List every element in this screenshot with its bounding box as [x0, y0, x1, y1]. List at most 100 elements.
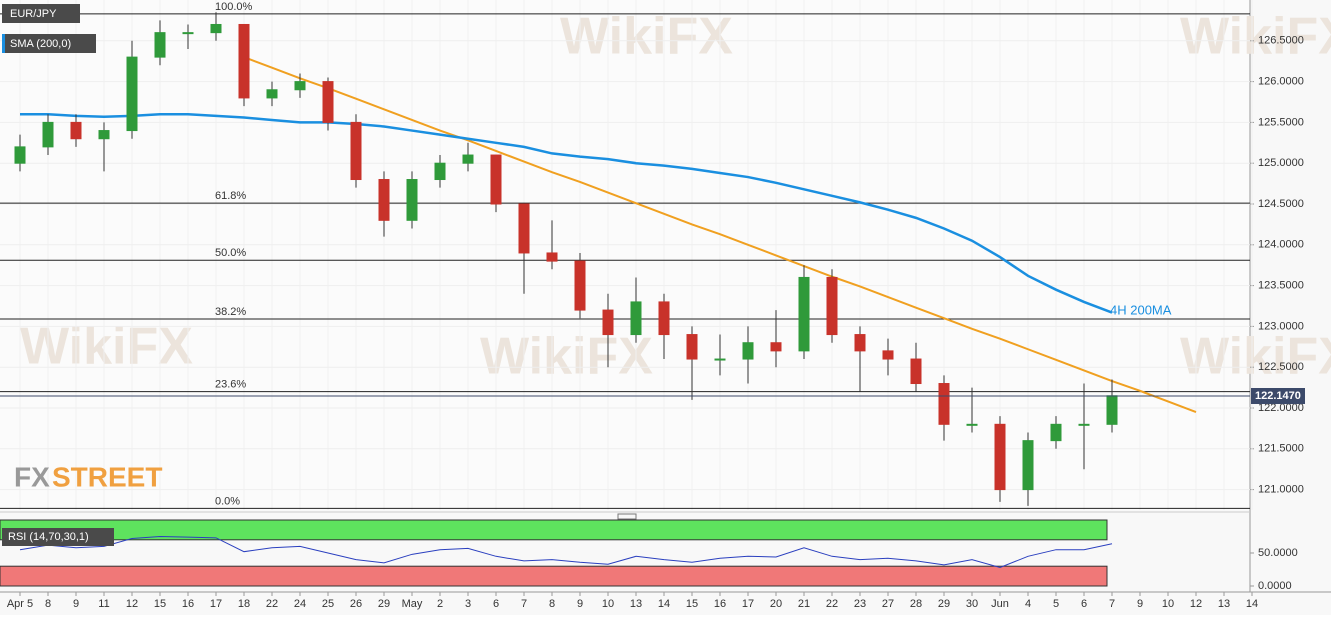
x-tick-label: 9	[577, 598, 583, 610]
candle-body	[266, 89, 278, 99]
candle-body	[546, 252, 558, 262]
candle-body	[126, 56, 138, 132]
sma-legend-box	[2, 34, 96, 53]
y-tick-label: 126.5000	[1258, 35, 1304, 47]
x-tick-label: 18	[238, 598, 250, 610]
x-tick-label: 22	[266, 598, 278, 610]
rsi-legend: RSI (14,70,30,1)	[8, 531, 89, 543]
candle-body	[994, 423, 1006, 491]
y-tick-label: 124.0000	[1258, 239, 1304, 251]
x-tick-label: 8	[45, 598, 51, 610]
y-tick-label: 122.0000	[1258, 402, 1304, 414]
fib-label: 100.0%	[215, 1, 253, 13]
candle-body	[938, 383, 950, 425]
rsi-tick-label: 0.0000	[1258, 580, 1292, 592]
x-tick-label: 13	[1218, 598, 1230, 610]
x-tick-label: 16	[182, 598, 194, 610]
x-tick-label: 21	[798, 598, 810, 610]
y-tick-label: 123.0000	[1258, 320, 1304, 332]
x-tick-label: 9	[1137, 598, 1143, 610]
candle-body	[154, 32, 166, 58]
x-tick-label: 6	[1081, 598, 1087, 610]
x-tick-label: 15	[686, 598, 698, 610]
fib-label: 23.6%	[215, 379, 246, 391]
fib-label: 0.0%	[215, 495, 240, 507]
candle-body	[882, 350, 894, 360]
chart-title: EUR/JPY	[10, 8, 57, 20]
x-tick-label: 29	[938, 598, 950, 610]
x-tick-label: 5	[1053, 598, 1059, 610]
candle-body	[1106, 395, 1118, 425]
x-tick-label: 4	[1025, 598, 1031, 610]
candle-body	[574, 260, 586, 311]
x-tick-label: 22	[826, 598, 838, 610]
x-tick-label: 20	[770, 598, 782, 610]
candle-body	[966, 423, 978, 426]
candle-body	[518, 203, 530, 254]
candle-body	[770, 342, 782, 352]
x-tick-label: 10	[602, 598, 614, 610]
y-tick-label: 122.5000	[1258, 361, 1304, 373]
rsi-legend-box	[2, 528, 114, 546]
rsi-line	[19, 535, 1113, 569]
y-tick-label: 123.5000	[1258, 280, 1304, 292]
x-tick-label: 29	[378, 598, 390, 610]
watermark: WikiFX	[1180, 8, 1331, 66]
rsi-tick-label: 50.0000	[1258, 547, 1298, 559]
candle-body	[406, 179, 418, 221]
candle-body	[854, 334, 866, 352]
candle-body	[826, 276, 838, 336]
candle-body	[182, 32, 194, 35]
x-tick-label: 23	[854, 598, 866, 610]
candle-body	[42, 121, 54, 148]
x-tick-label: 6	[493, 598, 499, 610]
brand-suffix: STREET	[52, 461, 162, 492]
x-tick-label: 30	[966, 598, 978, 610]
candle-body	[742, 342, 754, 360]
panel-handle	[617, 513, 637, 520]
sma-annotation: 4H 200MA	[1110, 302, 1172, 317]
title-box	[2, 4, 80, 23]
x-tick-label: 27	[882, 598, 894, 610]
watermark: WikiFX	[1180, 328, 1331, 386]
x-tick-label: 25	[322, 598, 334, 610]
x-tick-label: Apr 5	[7, 598, 33, 610]
sma-legend-swatch	[2, 34, 5, 53]
x-tick-label: May	[402, 598, 423, 610]
x-tick-label: 11	[98, 598, 109, 610]
x-tick-label: 14	[1246, 598, 1258, 610]
x-tick-label: 3	[465, 598, 471, 610]
y-tick-label: 121.5000	[1258, 443, 1304, 455]
trendline	[243, 56, 1197, 414]
candle-body	[798, 276, 810, 352]
candle-body	[686, 334, 698, 360]
x-tick-label: 7	[1109, 598, 1115, 610]
rsi-overbought-band	[0, 519, 1108, 541]
sma-line	[20, 112, 1113, 314]
x-tick-label: 14	[658, 598, 670, 610]
last-price-label: 122.1470	[1255, 390, 1301, 402]
x-tick-label: 13	[630, 598, 642, 610]
sma-legend: SMA (200,0)	[10, 38, 71, 50]
x-tick-label: 12	[1190, 598, 1202, 610]
candle-body	[714, 358, 726, 361]
x-tick-label: 16	[714, 598, 726, 610]
candle-body	[630, 301, 642, 336]
candle-body	[350, 121, 362, 181]
candle-body	[378, 179, 390, 221]
watermark: WikiFX	[560, 8, 733, 66]
x-tick-label: 15	[154, 598, 166, 610]
candle-body	[70, 121, 82, 140]
y-tick-label: 121.0000	[1258, 484, 1304, 496]
fib-label: 38.2%	[215, 306, 246, 318]
watermark: WikiFX	[20, 318, 193, 376]
candle-body	[294, 81, 306, 91]
y-tick-label: 126.0000	[1258, 76, 1304, 88]
candle-body	[238, 23, 250, 99]
y-tick-label: 125.0000	[1258, 157, 1304, 169]
y-tick-label: 125.5000	[1258, 116, 1304, 128]
candle-body	[322, 81, 334, 123]
x-tick-label: 2	[437, 598, 443, 610]
x-tick-label: 17	[210, 598, 222, 610]
x-tick-label: 26	[350, 598, 362, 610]
